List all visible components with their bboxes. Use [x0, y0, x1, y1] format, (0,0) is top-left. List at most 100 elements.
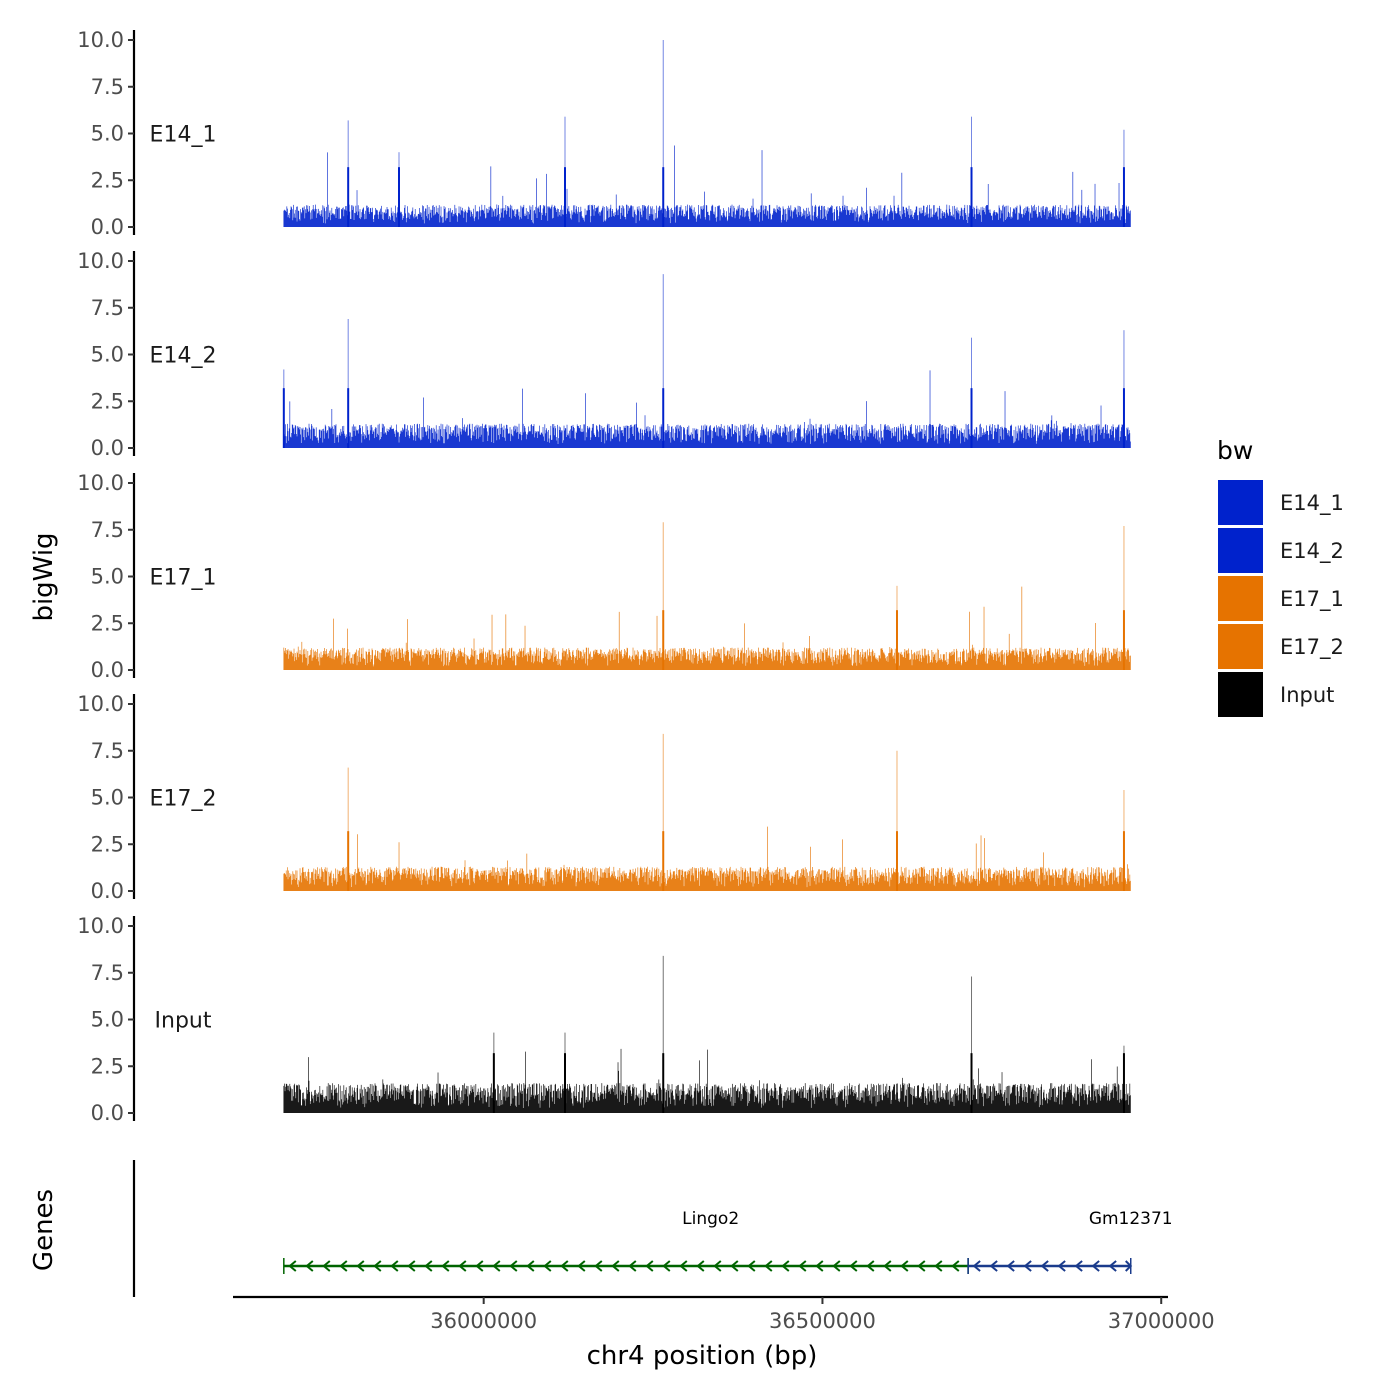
legend-swatch	[1218, 672, 1263, 717]
track-E14_2: 0.0 2.5 5.0 7.5 10.0 E14_2	[77, 249, 1131, 460]
legend-title: bw	[1217, 436, 1253, 465]
strand-chevron	[1108, 1260, 1117, 1272]
strand-chevron	[577, 1260, 586, 1272]
strand-chevron	[322, 1260, 331, 1272]
strand-chevron	[662, 1260, 671, 1272]
gene-end-arrow	[1125, 1260, 1133, 1272]
strand-chevron	[645, 1260, 654, 1272]
track-Input: 0.0 2.5 5.0 7.5 10.0 Input	[77, 914, 1131, 1125]
y-tick-label: 7.5	[91, 961, 124, 985]
track-label: E17_1	[150, 566, 217, 591]
strand-chevron	[832, 1260, 841, 1272]
y-tick-label: 0.0	[91, 215, 124, 239]
y-tick-label: 0.0	[91, 658, 124, 682]
strand-chevron	[339, 1260, 348, 1272]
strand-chevron	[883, 1260, 892, 1272]
strand-chevron	[747, 1260, 756, 1272]
legend-label: E17_1	[1280, 587, 1344, 612]
x-axis-title: chr4 position (bp)	[587, 1341, 818, 1371]
track-label: Input	[155, 1009, 212, 1034]
x-axis: 36000000 36500000 37000000	[233, 1295, 1215, 1333]
strand-chevron	[917, 1260, 926, 1272]
strand-chevron	[951, 1260, 960, 1272]
y-tick-label: 7.5	[91, 518, 124, 542]
y-tick-label: 10.0	[77, 28, 124, 52]
strand-chevron	[900, 1260, 909, 1272]
strand-chevron	[475, 1260, 484, 1272]
y-tick-label: 2.5	[91, 832, 124, 856]
signal-area	[283, 586, 1131, 670]
strand-chevron	[1074, 1260, 1083, 1272]
y-tick-label: 5.0	[91, 565, 124, 589]
track-E17_2: 0.0 2.5 5.0 7.5 10.0 E17_2	[77, 692, 1131, 903]
track-E14_1: 0.0 2.5 5.0 7.5 10.0 E14_1	[77, 28, 1131, 239]
genes-axis-title: Genes	[29, 1189, 59, 1271]
strand-chevron	[526, 1260, 535, 1272]
y-tick-label: 10.0	[77, 249, 124, 273]
x-tick-label: 37000000	[1108, 1309, 1215, 1333]
legend-label: Input	[1280, 683, 1334, 707]
y-tick-label: 7.5	[91, 75, 124, 99]
legend: bw E14_1 E14_2 E17_1 E17_2 Input	[1217, 436, 1344, 717]
gene-Lingo2: Lingo2	[283, 1209, 969, 1274]
strand-chevron	[849, 1260, 858, 1272]
legend-swatch	[1218, 576, 1263, 621]
strand-chevron	[288, 1260, 297, 1272]
x-tick-label: 36000000	[430, 1309, 537, 1333]
strand-chevron	[390, 1260, 399, 1272]
gene-Gm12371: Gm12371	[967, 1209, 1173, 1274]
strand-chevron	[424, 1260, 433, 1272]
y-tick-label: 2.5	[91, 1054, 124, 1078]
strand-chevron	[441, 1260, 450, 1272]
strand-chevron	[679, 1260, 688, 1272]
track-label: E14_2	[150, 344, 217, 369]
track-E17_1: 0.0 2.5 5.0 7.5 10.0 E17_1	[77, 471, 1131, 682]
strand-chevron	[989, 1260, 998, 1272]
legend-swatch	[1218, 528, 1263, 573]
y-tick-label: 2.5	[91, 168, 124, 192]
x-tick-label: 36500000	[769, 1309, 876, 1333]
strand-chevron	[866, 1260, 875, 1272]
signal-area	[283, 145, 1131, 227]
legend-swatch	[1218, 624, 1263, 669]
legend-label: E14_2	[1280, 539, 1344, 564]
strand-chevron	[1040, 1260, 1049, 1272]
strand-chevron	[492, 1260, 501, 1272]
y-tick-label: 10.0	[77, 692, 124, 716]
gene-label: Lingo2	[682, 1209, 739, 1229]
legend-label: E17_2	[1280, 635, 1344, 660]
signal-area	[283, 1048, 1131, 1113]
y-tick-label: 7.5	[91, 739, 124, 763]
strand-chevron	[1057, 1260, 1066, 1272]
signal-area	[283, 370, 1131, 448]
legend-swatch	[1218, 480, 1263, 525]
strand-chevron	[934, 1260, 943, 1272]
strand-chevron	[509, 1260, 518, 1272]
y-tick-label: 7.5	[91, 296, 124, 320]
strand-chevron	[1006, 1260, 1015, 1272]
y-axis-title: bigWig	[29, 532, 59, 621]
strand-chevron	[1091, 1260, 1100, 1272]
y-tick-label: 5.0	[91, 122, 124, 146]
gene-label: Gm12371	[1089, 1209, 1173, 1229]
strand-chevron	[543, 1260, 552, 1272]
strand-chevron	[305, 1260, 314, 1272]
strand-chevron	[611, 1260, 620, 1272]
bigwig-tracks: 0.0 2.5 5.0 7.5 10.0 E14_1 0.0 2.5 5.0 7.5 10.0 E14…	[77, 28, 1131, 1125]
strand-chevron	[1023, 1260, 1032, 1272]
track-label: E14_1	[150, 123, 217, 148]
y-tick-label: 10.0	[77, 914, 124, 938]
strand-chevron	[560, 1260, 569, 1272]
y-tick-label: 2.5	[91, 389, 124, 413]
strand-chevron	[730, 1260, 739, 1272]
y-tick-label: 0.0	[91, 436, 124, 460]
track-label: E17_2	[150, 787, 217, 812]
genes-track: Lingo2 Gm12371	[132, 1160, 1173, 1297]
strand-chevron	[798, 1260, 807, 1272]
strand-chevron	[713, 1260, 722, 1272]
y-tick-label: 5.0	[91, 1008, 124, 1032]
y-tick-label: 0.0	[91, 879, 124, 903]
strand-chevron	[356, 1260, 365, 1272]
y-tick-label: 10.0	[77, 471, 124, 495]
